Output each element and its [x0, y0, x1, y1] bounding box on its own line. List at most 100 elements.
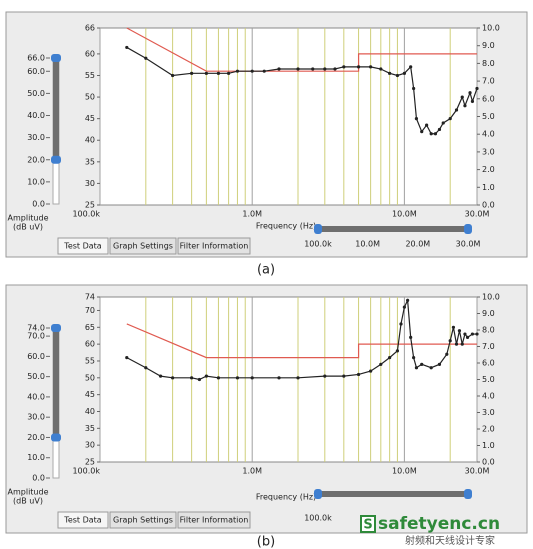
tab[interactable] — [57, 237, 109, 255]
slider-tick-label: 70.0 — [27, 332, 45, 341]
data-point — [171, 376, 175, 380]
amplitude-label: (dB uV) — [13, 497, 43, 506]
data-point — [369, 65, 373, 69]
tab[interactable] — [177, 511, 251, 529]
y2-tick-label: 7.0 — [482, 342, 495, 351]
data-point — [460, 95, 464, 99]
freq-slider-thumb[interactable] — [464, 489, 472, 499]
data-point — [204, 71, 208, 75]
data-point — [227, 71, 231, 75]
y-tick-label: 25 — [85, 458, 95, 467]
freq-slider-thumb[interactable] — [464, 224, 472, 234]
data-point — [250, 69, 254, 73]
data-point — [414, 117, 419, 121]
y-tick-label: 60 — [85, 340, 95, 349]
data-point — [144, 56, 148, 60]
amplitude-label: Amplitude — [8, 488, 49, 497]
x-tick-label: 10.0M — [392, 210, 417, 219]
data-point — [190, 376, 194, 380]
y-tick-label: 66 — [85, 24, 95, 33]
data-point — [277, 67, 281, 71]
y-tick-label: 70 — [85, 306, 95, 315]
data-point — [395, 349, 400, 353]
slider-tick-label: 20.0 — [27, 433, 45, 442]
x-tick-label: 100.0k — [72, 467, 100, 476]
y2-tick-label: 10.0 — [482, 293, 500, 302]
freq-slider-thumb[interactable] — [314, 224, 322, 234]
y-tick-label: 74 — [85, 293, 95, 302]
amplitude-label: Amplitude — [8, 214, 49, 223]
slider-tick-label: 40.0 — [27, 392, 45, 401]
slider-thumb[interactable] — [51, 433, 61, 442]
slider-tick-label: 66.0 — [27, 54, 45, 63]
slider-tick-label: 40.0 — [27, 111, 45, 120]
data-point — [465, 335, 470, 340]
y-tick-label: 30 — [85, 179, 95, 188]
caption: (a) — [257, 263, 275, 278]
data-point — [125, 356, 129, 360]
y2-tick-label: 9.0 — [482, 41, 495, 50]
data-point — [204, 374, 208, 378]
tab[interactable] — [177, 237, 251, 255]
slider-thumb[interactable] — [51, 54, 61, 62]
y-tick-label: 65 — [85, 323, 95, 332]
slider-tick-label: 60.0 — [27, 352, 45, 361]
data-point — [412, 86, 416, 91]
data-point — [311, 67, 315, 71]
data-point — [451, 325, 456, 329]
amplitude-label: (dB uV) — [13, 223, 43, 232]
data-point — [369, 369, 373, 373]
tab-label[interactable]: Graph Settings — [113, 516, 173, 525]
x-tick-label: 1.0M — [242, 467, 262, 476]
tab-label[interactable]: Test Data — [63, 516, 101, 525]
data-point — [429, 132, 433, 136]
freq-slider-thumb[interactable] — [314, 489, 322, 499]
slider-tick-label: 10.0 — [27, 177, 45, 186]
data-point — [399, 322, 403, 326]
data-point — [463, 332, 467, 336]
x-tick-label: 100.0k — [72, 210, 100, 219]
data-point — [125, 45, 129, 50]
freq-slider-label: 30.0M — [456, 240, 481, 249]
y2-tick-label: 0.0 — [482, 458, 495, 467]
data-point — [433, 132, 438, 136]
data-point — [296, 67, 300, 71]
y2-tick-label: 10.0 — [482, 24, 500, 33]
y2-tick-label: 6.0 — [482, 359, 495, 368]
data-point — [197, 377, 202, 382]
data-point — [409, 65, 413, 69]
y2-tick-label: 8.0 — [482, 59, 495, 68]
y2-tick-label: 1.0 — [482, 441, 495, 450]
tab-label[interactable]: Filter Information — [180, 516, 249, 525]
slider-tick-label: 10.0 — [27, 453, 45, 462]
tab[interactable] — [109, 511, 177, 529]
data-point — [262, 69, 266, 73]
data-point — [470, 99, 475, 103]
tab-label[interactable]: Graph Settings — [113, 242, 173, 251]
y2-tick-label: 7.0 — [482, 77, 495, 86]
tab[interactable] — [57, 511, 109, 529]
data-point — [429, 366, 433, 370]
data-point — [333, 67, 337, 71]
data-point — [448, 117, 452, 121]
tab-label[interactable]: Test Data — [63, 242, 101, 251]
data-point — [388, 356, 392, 360]
y2-tick-label: 5.0 — [482, 375, 495, 384]
data-point — [409, 335, 413, 340]
tab[interactable] — [109, 237, 177, 255]
x-tick-label: 30.0M — [465, 467, 490, 476]
data-point — [216, 71, 221, 75]
slider-tick-label: 50.0 — [27, 89, 45, 98]
x-tick-label: 30.0M — [465, 210, 490, 219]
y2-tick-label: 0.0 — [482, 201, 495, 210]
data-point — [475, 86, 479, 91]
y2-tick-label: 2.0 — [482, 165, 495, 174]
data-point — [379, 67, 383, 71]
slider-thumb[interactable] — [51, 324, 61, 332]
data-point — [445, 352, 449, 356]
y2-tick-label: 2.0 — [482, 425, 495, 434]
slider-thumb[interactable] — [51, 155, 61, 164]
slider-tick-label: 30.0 — [27, 413, 45, 422]
tab-label[interactable]: Filter Information — [180, 242, 249, 251]
